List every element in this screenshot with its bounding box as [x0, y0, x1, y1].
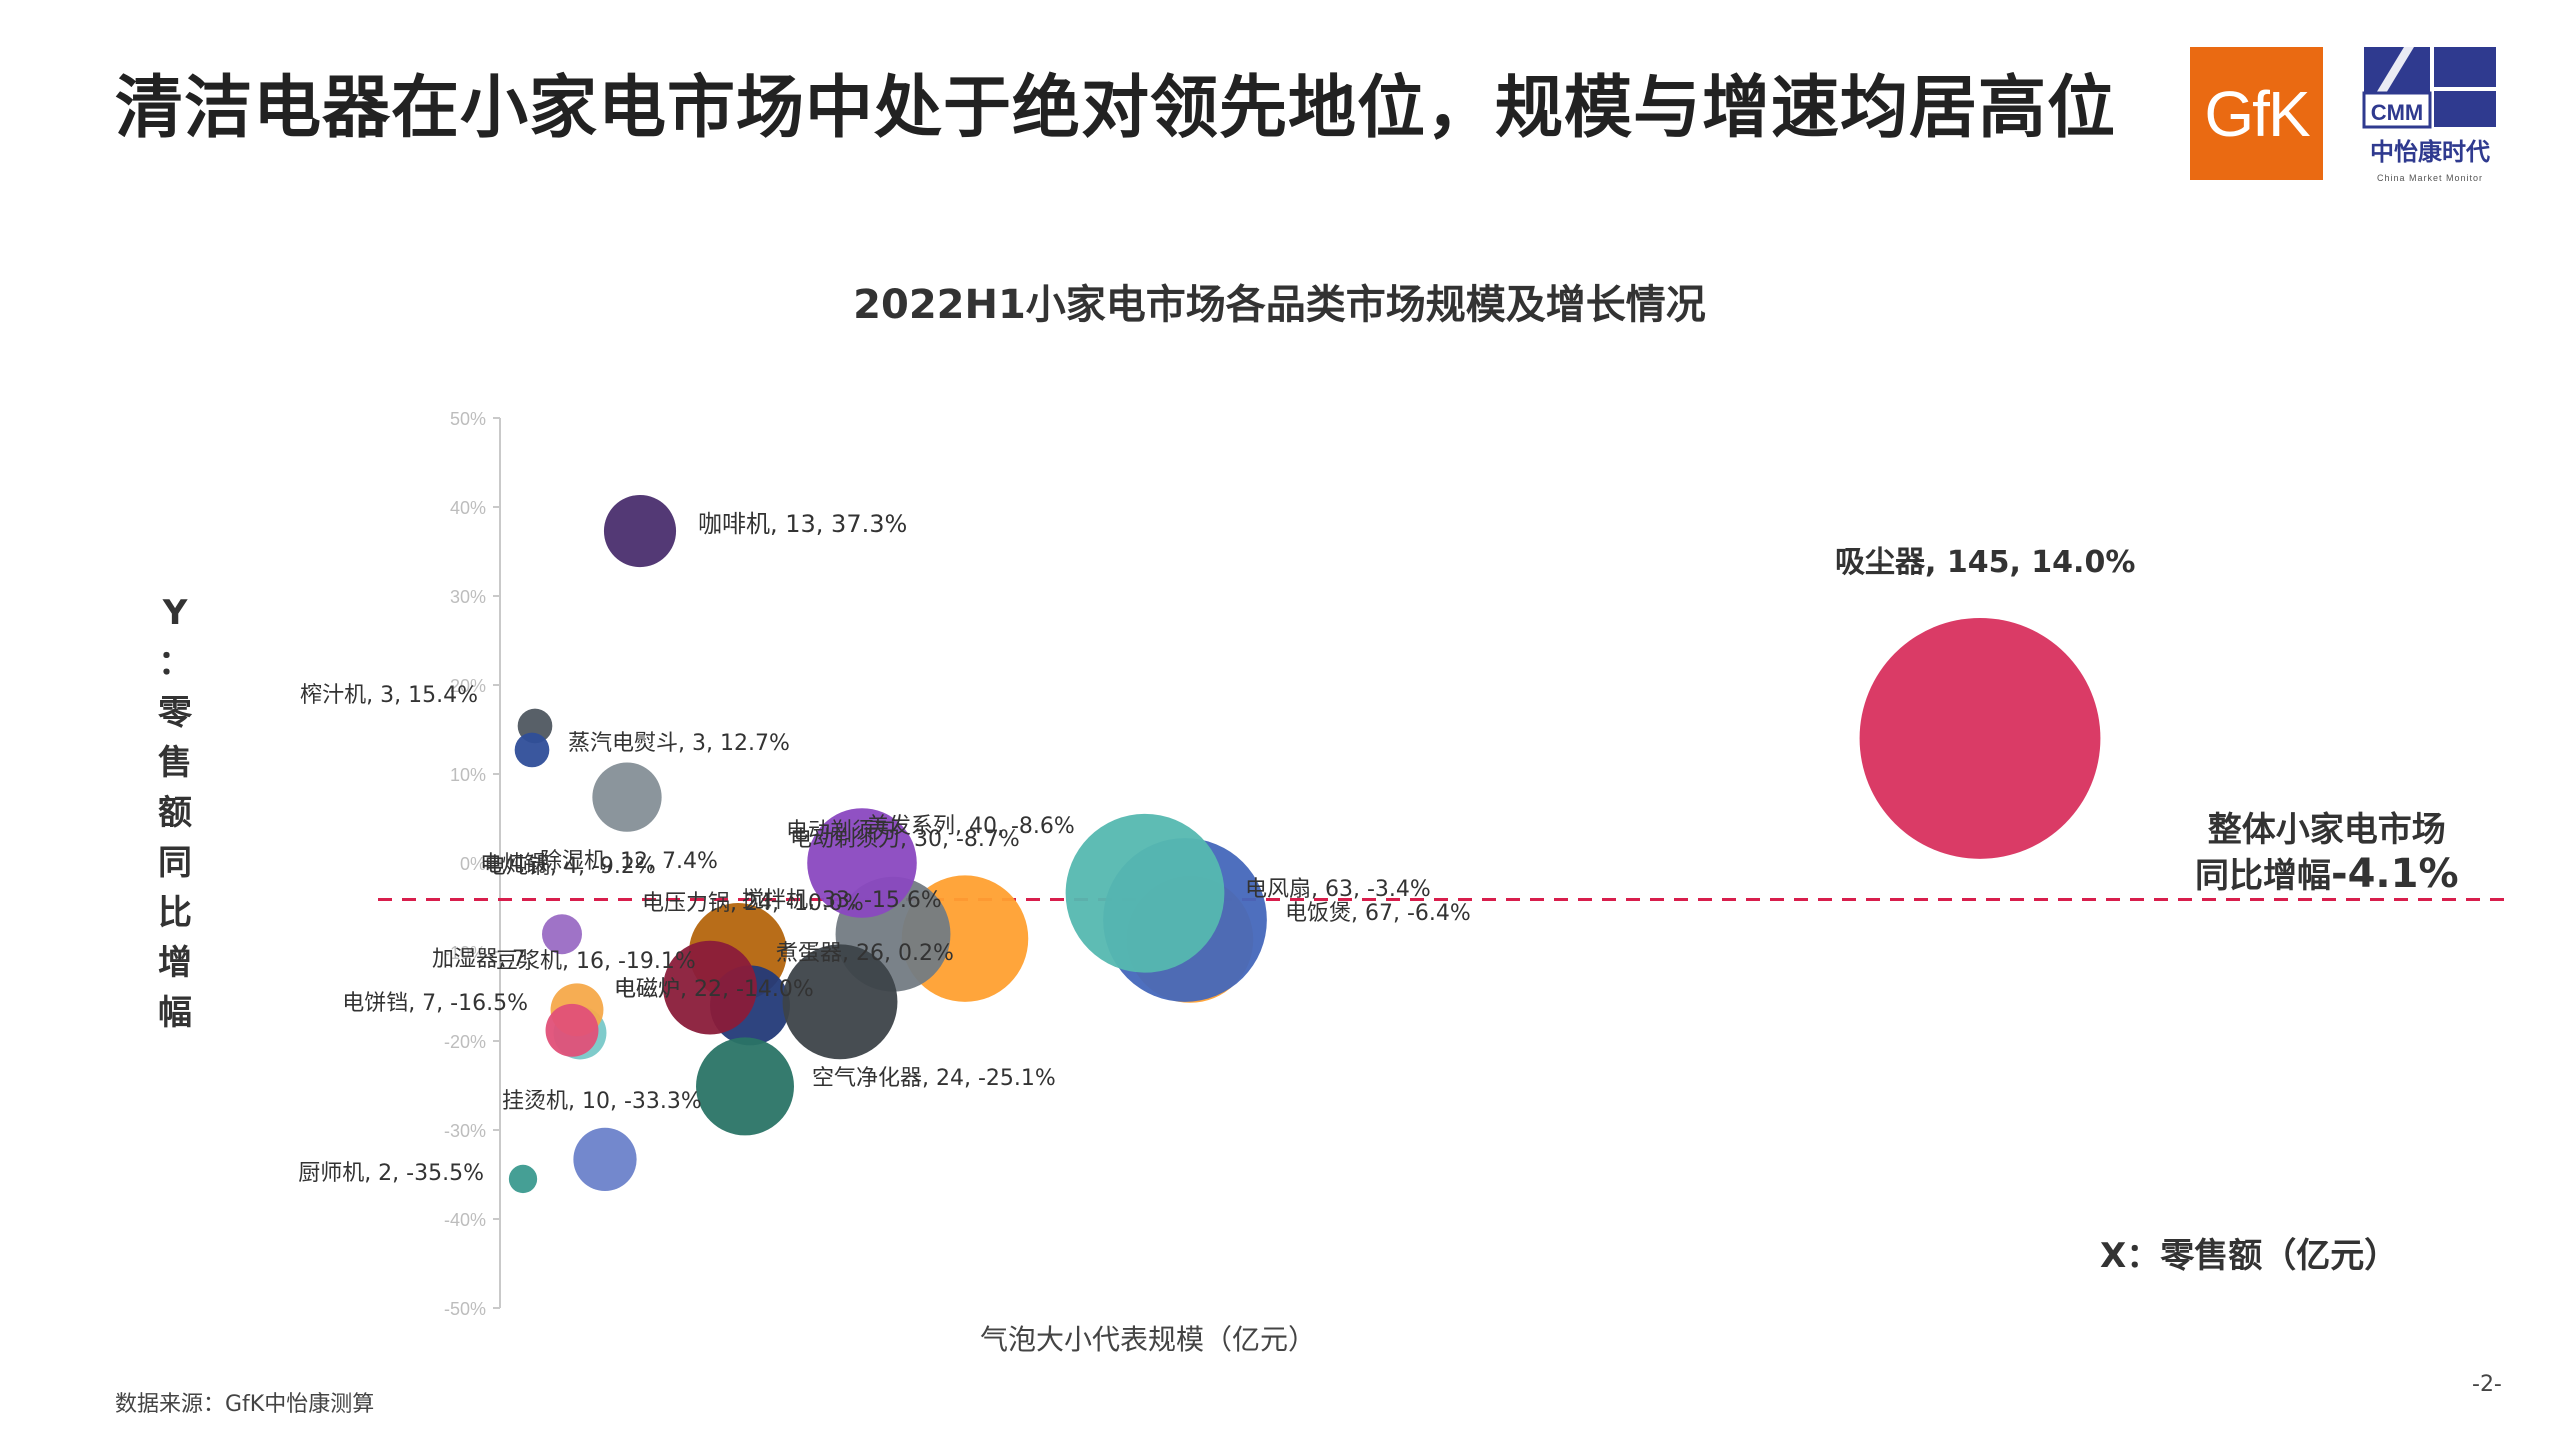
cmm-logo: CMM 中怡康时代 China Market Monitor — [2362, 47, 2496, 183]
bubble-label: 电磁炉 — [614, 977, 680, 1002]
bubble-label: 加湿器, 7 — [432, 947, 526, 972]
gfk-logo-text: GfK — [2204, 77, 2310, 150]
bubble — [696, 1037, 794, 1136]
y-tick-label: -20% — [444, 1032, 486, 1052]
y-axis-title-char: 额 — [158, 793, 192, 833]
y-tick-label: -40% — [444, 1210, 486, 1230]
y-tick-label: -50% — [444, 1299, 486, 1319]
y-axis-title-char: 增 — [158, 943, 192, 983]
y-tick-label: 20% — [450, 676, 486, 696]
y-axis-title-char: Y — [162, 593, 188, 633]
x-axis-title: X：零售额（亿元） — [2100, 1236, 2399, 1276]
cmm-logo-abbr: CMM — [2371, 100, 2424, 125]
y-axis-title-char: 同 — [158, 843, 192, 883]
page-title: 清洁电器在小家电市场中处于绝对领先地位，规模与增速均居高位 — [115, 69, 2117, 148]
y-axis-title-char: 比 — [158, 893, 192, 933]
bubble-label: 美发系列, 40, -8.6% — [867, 814, 1075, 839]
overall-label-prefix: 同比增幅 — [2195, 856, 2331, 896]
bubble-label: 吸尘器, 145, 14.0% — [1835, 545, 2135, 580]
bubble-label: 蒸汽电熨斗, 3, 12.7% — [568, 731, 790, 756]
bubble-label: 搅拌机, 33, -15.6% — [742, 888, 942, 913]
overall-growth-value: -4.1% — [2331, 851, 2459, 897]
y-tick-label: 50% — [450, 409, 486, 429]
page-number: -2- — [2472, 1372, 2502, 1397]
bubble-label-extra: 豆浆机, 16, -19.1% — [496, 949, 696, 974]
overall-label-line1: 整体小家电市场 — [2207, 810, 2446, 850]
bubble — [542, 914, 582, 955]
bubble — [545, 1003, 599, 1057]
overall-label-line2: 同比增幅-4.1% — [2195, 852, 2459, 898]
y-axis-title-char: 零 — [158, 693, 192, 733]
bubble-label-extra: 煮蛋器, 26, 0.2% — [776, 941, 954, 966]
bubble-label: 挂烫机, 10, -33.3% — [502, 1089, 702, 1114]
y-tick-label: -30% — [444, 1121, 486, 1141]
bubble — [514, 732, 550, 768]
y-axis-title: Y ： 零售额同比增幅 — [152, 588, 198, 1038]
bubble — [782, 944, 898, 1060]
bubble-label-extra: 电磁炉, 22, -14.0% — [614, 977, 814, 1002]
bubble — [807, 808, 917, 918]
bubble — [603, 494, 677, 568]
bubble-label: 空气净化器, 24, -25.1% — [812, 1066, 1056, 1091]
bubble-label: 电饭煲, 67, -6.4% — [1285, 901, 1471, 926]
bubble — [663, 940, 757, 1035]
bubble-label: 厨师机, 2, -35.5% — [298, 1161, 484, 1186]
bubble-size-note: 气泡大小代表规模（亿元） — [980, 1323, 1317, 1356]
bubble-label: 电炖锅 — [480, 852, 546, 877]
y-tick-label: 40% — [450, 498, 486, 518]
bubble-label: 榨汁机, 3, 15.4% — [300, 683, 478, 708]
bubble-label: 电动剃须刀 — [786, 819, 896, 844]
cmm-logo-name: 中怡康时代 — [2370, 138, 2490, 166]
bubble-label: 电压力锅, 24, -10.0% — [642, 891, 864, 916]
y-axis-title-char: 售 — [158, 743, 192, 783]
bubble — [573, 1127, 637, 1191]
y-axis-title-char: 幅 — [158, 993, 192, 1033]
bubble-label: 电风扇, 63, -3.4% — [1245, 877, 1431, 902]
bubble-label-extra: 电动剃须刀, 30, -8.7% — [790, 827, 1020, 852]
bubble-label: 咖啡机, 13, 37.3% — [698, 510, 907, 538]
y-tick-label: 30% — [450, 587, 486, 607]
bubble — [1859, 617, 2101, 859]
bubble — [1065, 813, 1225, 973]
bubble-label-extra: 电炖锅, 4, -9.2% — [484, 854, 656, 879]
overall-market-label: 整体小家电市场 同比增幅-4.1% — [2195, 808, 2459, 898]
bubble-label-extra: 除湿机, 12, 7.4% — [540, 849, 718, 874]
data-source: 数据来源：GfK中怡康测算 — [115, 1392, 375, 1417]
y-axis-title-char: ： — [158, 643, 192, 683]
bubble — [508, 1164, 538, 1194]
y-tick-label: -10% — [444, 943, 486, 963]
bubble-label: 电饼铛, 7, -16.5% — [342, 991, 528, 1016]
bubble — [592, 762, 662, 832]
y-tick-label: 10% — [450, 765, 486, 785]
chart-title: 2022H1小家电市场各品类市场规模及增长情况 — [853, 282, 1706, 328]
cmm-logo-sub: China Market Monitor — [2377, 173, 2483, 183]
gfk-logo: GfK — [2190, 47, 2323, 180]
y-tick-label: 0% — [460, 854, 486, 874]
